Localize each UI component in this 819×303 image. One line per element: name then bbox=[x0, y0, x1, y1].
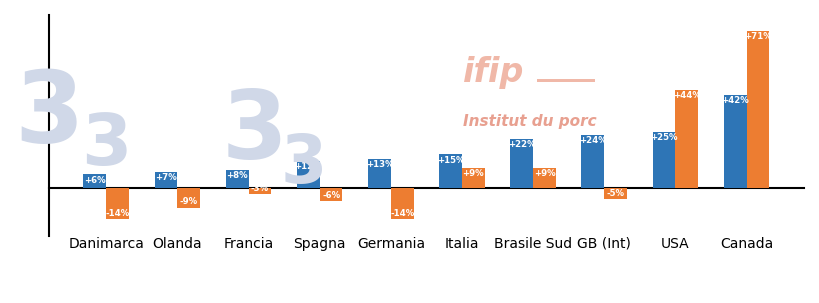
Text: +42%: +42% bbox=[721, 96, 748, 105]
Text: +13%: +13% bbox=[365, 160, 393, 169]
Bar bbox=[319, 188, 342, 201]
Text: +7%: +7% bbox=[155, 173, 177, 182]
Text: +6%: +6% bbox=[84, 175, 106, 185]
Bar bbox=[581, 135, 604, 188]
Bar bbox=[296, 161, 319, 188]
Bar bbox=[604, 188, 627, 199]
Bar bbox=[84, 175, 106, 188]
Bar bbox=[177, 188, 200, 208]
Bar bbox=[675, 90, 697, 188]
Text: 3: 3 bbox=[15, 67, 84, 164]
Text: -9%: -9% bbox=[179, 198, 197, 206]
Bar bbox=[745, 31, 768, 188]
Text: +44%: +44% bbox=[672, 92, 700, 101]
Text: +9%: +9% bbox=[533, 169, 554, 178]
Bar bbox=[225, 170, 248, 188]
Text: +71%: +71% bbox=[743, 32, 771, 41]
Text: -14%: -14% bbox=[106, 208, 129, 218]
Text: 3: 3 bbox=[280, 131, 326, 197]
Text: -14%: -14% bbox=[390, 208, 414, 218]
Text: Institut du porc: Institut du porc bbox=[463, 114, 596, 129]
Text: +24%: +24% bbox=[578, 136, 606, 145]
Text: 3: 3 bbox=[81, 111, 132, 180]
Bar bbox=[652, 132, 675, 188]
Text: +12%: +12% bbox=[294, 162, 322, 171]
Text: -6%: -6% bbox=[322, 191, 340, 200]
Text: +8%: +8% bbox=[226, 171, 247, 180]
Bar bbox=[106, 188, 129, 219]
Text: +25%: +25% bbox=[649, 134, 677, 142]
Text: +9%: +9% bbox=[462, 169, 483, 178]
Text: +15%: +15% bbox=[437, 156, 464, 165]
Bar bbox=[391, 188, 413, 219]
Text: 3: 3 bbox=[221, 87, 287, 179]
Bar bbox=[461, 168, 484, 188]
Bar bbox=[723, 95, 745, 188]
Bar bbox=[509, 139, 532, 188]
Bar bbox=[155, 172, 177, 188]
Text: -3%: -3% bbox=[251, 184, 269, 193]
Text: -5%: -5% bbox=[606, 189, 624, 198]
Text: +22%: +22% bbox=[507, 140, 535, 149]
Bar bbox=[532, 168, 555, 188]
Bar bbox=[368, 159, 391, 188]
Bar bbox=[439, 155, 461, 188]
Text: ifip: ifip bbox=[463, 56, 524, 89]
Bar bbox=[248, 188, 271, 194]
